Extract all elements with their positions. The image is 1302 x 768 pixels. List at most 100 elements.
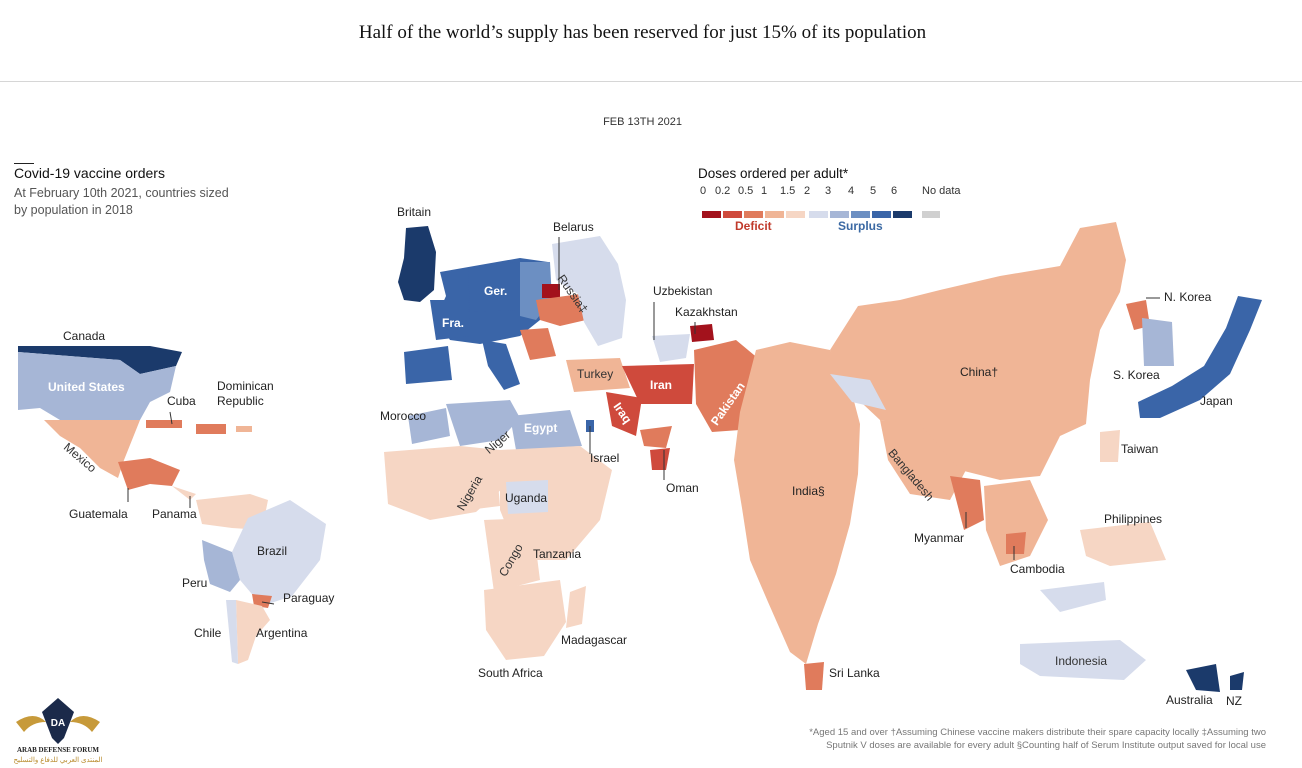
- region-egypt: [510, 410, 582, 450]
- label-china: China†: [960, 365, 999, 379]
- legend-surplus: Surplus: [838, 219, 883, 233]
- region-new-zealand: [1230, 672, 1244, 690]
- region-sri-lanka: [804, 662, 824, 690]
- label-japan: Japan: [1200, 394, 1233, 408]
- region-uganda: [506, 480, 548, 514]
- label-madagascar: Madagascar: [561, 633, 628, 647]
- region-mongolia-gap: [830, 374, 886, 410]
- region-madagascar: [566, 586, 586, 628]
- region-balkans: [520, 328, 556, 360]
- region-southern-africa: [484, 580, 566, 660]
- title-accent: [14, 163, 34, 164]
- region-southeast-asia: [984, 480, 1048, 566]
- logo-text-ar: المنتدى العربي للدفاع والتسليح: [13, 757, 103, 764]
- label-dominican-republic-2: Republic: [217, 394, 264, 408]
- arab-defense-forum-logo: DA: [16, 698, 100, 744]
- region-myanmar: [950, 476, 984, 530]
- label-guatemala: Guatemala: [69, 507, 128, 521]
- region-turkey: [566, 358, 630, 392]
- headline: Half of the world’s supply has been rese…: [358, 22, 927, 43]
- region-gulf: [640, 426, 672, 448]
- legend-tick: 0.5: [738, 185, 754, 197]
- legend-title: Doses ordered per adult*: [698, 166, 849, 181]
- legend-deficit: Deficit: [735, 219, 772, 233]
- region-cambodia: [1006, 532, 1026, 554]
- label-nz: NZ: [1226, 694, 1242, 708]
- legend-swatch-nodata: [922, 211, 940, 218]
- region-nigeria: [446, 460, 500, 512]
- footnote-line-2: Sputnik V doses are available for every …: [826, 740, 1266, 751]
- region-mexico: [44, 420, 140, 478]
- legend-swatch: [702, 211, 721, 218]
- label-sri-lanka: Sri Lanka: [829, 666, 880, 680]
- legend-swatch: [786, 211, 805, 218]
- region-kazakhstan: [690, 324, 714, 342]
- region-taiwan: [1100, 430, 1120, 462]
- region-indonesia: [1020, 640, 1146, 680]
- label-iran: Iran: [650, 378, 673, 392]
- label-uzbekistan: Uzbekistan: [653, 284, 713, 298]
- label-dominican-republic-1: Dominican: [217, 379, 274, 393]
- region-ukraine: [536, 294, 586, 326]
- region-germany: [468, 262, 516, 312]
- label-belarus: Belarus: [553, 220, 594, 234]
- legend: Doses ordered per adult* 0 0.2 0.5 1 1.5…: [698, 166, 978, 233]
- region-central-america: [118, 458, 180, 490]
- label-canada: Canada: [63, 329, 106, 343]
- label-australia: Australia: [1166, 693, 1213, 707]
- label-brazil: Brazil: [257, 544, 288, 558]
- label-s-korea: S. Korea: [1113, 368, 1160, 382]
- region-france: [430, 300, 470, 340]
- logo-wing-left-icon: [16, 716, 46, 732]
- legend-swatch: [765, 211, 784, 218]
- logo-shield-icon: [42, 698, 74, 744]
- chart-title: Covid-19 vaccine orders: [14, 165, 165, 181]
- region-dominican-republic: [196, 424, 226, 434]
- legend-swatch: [893, 211, 912, 218]
- region-cuba: [146, 420, 182, 428]
- legend-ticks: 0 0.2 0.5 1 1.5 2 3 4 5 6 No data: [698, 185, 978, 201]
- label-myanmar: Myanmar: [914, 531, 965, 545]
- region-united-states: [18, 352, 176, 420]
- label-paraguay: Paraguay: [283, 591, 335, 605]
- legend-swatch: [744, 211, 763, 218]
- region-uzbekistan: [652, 334, 690, 362]
- label-taiwan: Taiwan: [1121, 442, 1159, 456]
- label-india: India§: [792, 484, 825, 498]
- label-south-africa: South Africa: [478, 666, 543, 680]
- world-cartogram: [18, 222, 1262, 692]
- region-peru: [202, 540, 240, 592]
- region-brazil: [232, 500, 326, 606]
- label-kazakhstan: Kazakhstan: [675, 305, 738, 319]
- region-s-korea: [1142, 318, 1174, 366]
- label-cambodia: Cambodia: [1010, 562, 1065, 576]
- region-paraguay: [252, 594, 272, 608]
- footnote-line-1: *Aged 15 and over †Assuming Chinese vacc…: [809, 727, 1266, 738]
- legend-tick: No data: [922, 185, 961, 197]
- region-russia: [552, 236, 626, 346]
- label-morocco: Morocco: [380, 409, 427, 423]
- logo-mark: DA: [51, 718, 65, 729]
- legend-tick: 0.2: [715, 185, 731, 197]
- logo-text-en: ARAB DEFENSE FORUM: [16, 746, 100, 754]
- label-united-states: United States: [48, 380, 125, 394]
- legend-tick: 1.5: [780, 185, 796, 197]
- label-britain: Britain: [397, 205, 432, 219]
- leader-lines: [127, 237, 1160, 605]
- legend-tick: 4: [848, 185, 855, 197]
- legend-swatch: [851, 211, 870, 218]
- label-philippines: Philippines: [1104, 512, 1163, 526]
- region-malaysia: [1040, 582, 1106, 612]
- label-peru: Peru: [182, 576, 208, 590]
- legend-tick: 3: [825, 185, 832, 197]
- region-chile: [226, 600, 238, 664]
- label-tanzania: Tanzania: [533, 547, 582, 561]
- region-congo: [484, 518, 540, 592]
- legend-tick: 2: [804, 185, 811, 197]
- region-iran: [622, 364, 694, 404]
- region-argentina: [236, 600, 270, 664]
- label-indonesia: Indonesia: [1055, 654, 1108, 668]
- logo-wing-right-icon: [70, 716, 100, 732]
- region-caribbean: [236, 426, 252, 432]
- region-spain: [404, 346, 452, 384]
